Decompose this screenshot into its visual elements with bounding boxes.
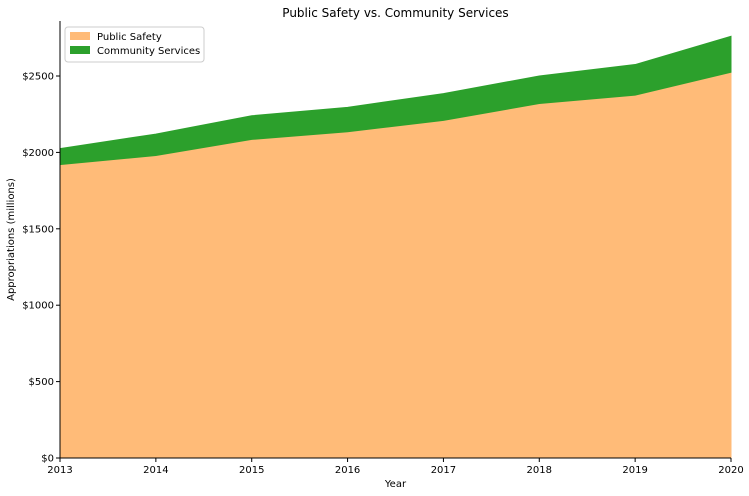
x-tick-label: 2013 [47,465,72,476]
x-tick-label: 2016 [335,465,360,476]
chart-title: Public Safety vs. Community Services [282,6,508,20]
legend-swatch [70,32,90,40]
area-series-1 [59,35,732,166]
legend: Public Safety Community Services [64,26,205,63]
area-series-0 [59,71,732,459]
y-axis-ticks: $0 $500 $1000 $1500 $2000 $2500 [22,72,60,465]
plot-areas [59,35,732,459]
legend-label: Public Safety [97,32,162,43]
x-axis-label: Year [384,479,407,490]
x-tick-label: 2020 [718,465,743,476]
x-axis-ticks: 2013 2014 2015 2016 2017 2018 2019 2020 [47,458,744,476]
x-tick-label: 2017 [431,465,456,476]
y-axis-label: Appropriations (millions) [6,178,17,301]
y-tick-label: $1500 [22,224,54,235]
y-tick-label: $1000 [22,301,54,312]
y-tick-label: $0 [41,454,54,465]
legend-label: Community Services [97,46,200,57]
y-tick-label: $500 [29,377,54,388]
x-tick-label: 2018 [527,465,552,476]
x-tick-label: 2014 [143,465,168,476]
legend-swatch [70,46,90,54]
x-tick-label: 2019 [622,465,647,476]
axes [59,21,731,459]
y-tick-label: $2000 [22,148,54,159]
legend-box [64,26,205,63]
x-tick-label: 2015 [239,465,264,476]
y-tick-label: $2500 [22,72,54,83]
